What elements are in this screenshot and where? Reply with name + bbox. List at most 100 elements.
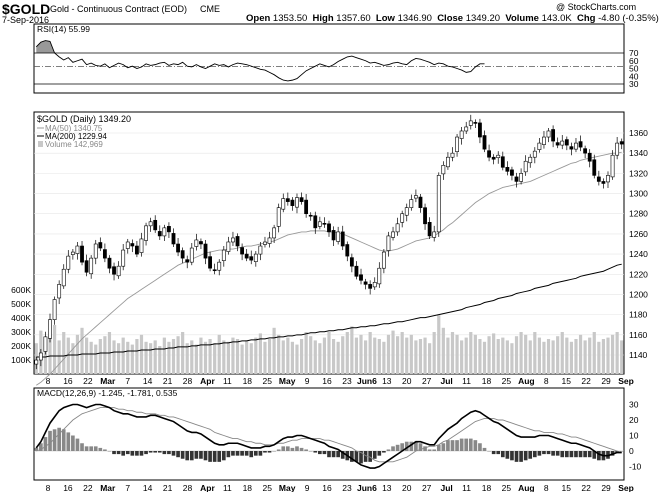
- macd-histogram-bar: [116, 451, 121, 455]
- low-value: 1346.90: [397, 13, 432, 24]
- volume-value: 143.0K: [541, 13, 572, 24]
- volume-bar: [277, 334, 281, 374]
- candle-body: [235, 236, 240, 247]
- candle-body: [157, 231, 162, 237]
- volume-bar: [181, 332, 185, 374]
- macd-histogram-bar: [272, 451, 276, 452]
- macd-histogram-bar: [372, 451, 377, 459]
- macd-histogram-bar: [226, 451, 231, 458]
- header-name: Gold - Continuous Contract (EOD): [50, 4, 188, 14]
- macd-histogram-bar: [43, 437, 48, 451]
- candle-body: [285, 198, 290, 202]
- candle-body: [70, 251, 75, 255]
- macd-histogram-bar: [432, 449, 437, 451]
- candle-body: [619, 141, 624, 145]
- volume-bar: [428, 343, 432, 374]
- x-tick-label-bottom: 16: [322, 483, 332, 492]
- macd-histogram-bar: [308, 451, 313, 452]
- candle-body: [98, 242, 103, 249]
- candle-body: [400, 213, 405, 223]
- price-tick-label: 1240: [629, 249, 648, 259]
- candle-body: [432, 231, 437, 238]
- candle-body: [349, 257, 354, 267]
- x-tick-label: 22: [581, 376, 591, 386]
- candle-body: [135, 245, 139, 255]
- macd-histogram-bar: [331, 451, 336, 458]
- macd-title: MACD(12,26,9) -1.245, -1.781, 0.535: [37, 388, 178, 398]
- macd-histogram-bar: [327, 451, 331, 458]
- candle-body: [89, 257, 94, 275]
- candle-body: [564, 139, 569, 146]
- x-tick-label-bottom: 15: [561, 483, 571, 492]
- candle-body: [144, 225, 148, 241]
- volume-bar: [304, 332, 308, 374]
- macd-histogram-bar: [350, 451, 354, 462]
- header-watermark: @ StockCharts.com: [556, 2, 637, 12]
- rsi-overbought-fill: [36, 40, 622, 53]
- macd-histogram-bar: [336, 451, 340, 458]
- macd-histogram-bar: [93, 446, 98, 451]
- candle-body: [253, 253, 258, 262]
- volume-bar: [117, 343, 121, 374]
- x-tick-label: Jun6: [357, 376, 377, 386]
- macd-histogram-bar: [441, 443, 446, 451]
- macd-histogram-bar: [176, 451, 180, 458]
- volume-bar: [71, 343, 75, 374]
- macd-histogram-bar: [574, 451, 578, 458]
- x-tick-label-bottom: 9: [305, 483, 310, 492]
- candle-body: [510, 169, 514, 176]
- macd-histogram-bar: [125, 451, 130, 455]
- candle-body: [148, 221, 153, 227]
- candle-body: [464, 126, 469, 132]
- macd-histogram-bar: [194, 451, 199, 459]
- candle-body: [121, 249, 126, 267]
- macd-histogram-bar: [391, 446, 395, 451]
- volume-bar: [528, 340, 532, 374]
- macd-panel: 30 20 10 0 -10 MACD(12,26,9) -1.245, -1.781, …: [33, 387, 642, 481]
- macd-histogram-bar: [551, 451, 555, 456]
- x-tick-label-bottom: Sep: [618, 483, 634, 492]
- x-tick-label: 28: [183, 376, 193, 386]
- volume-bar: [341, 336, 345, 374]
- volume-bar: [510, 343, 514, 374]
- x-tick-label-bottom: 14: [143, 483, 153, 492]
- macd-histogram-bar: [555, 451, 560, 456]
- volume-tick-label: 400K: [11, 313, 31, 323]
- candle-body: [340, 231, 345, 247]
- legend-swatch-volume: [38, 141, 43, 147]
- candle-body: [304, 199, 309, 215]
- volume-bar: [272, 327, 276, 374]
- volume-bar: [464, 337, 468, 374]
- macd-tick-label: 0: [629, 446, 634, 456]
- candle-body: [413, 195, 418, 199]
- rsi-title: RSI(14) 55.99: [37, 24, 90, 34]
- volume-bar: [377, 339, 381, 374]
- volume-bar: [185, 343, 189, 374]
- candle-body: [372, 282, 377, 288]
- macd-histogram-bar: [496, 451, 501, 455]
- macd-histogram-bar: [491, 451, 496, 455]
- macd-histogram-bar: [404, 441, 409, 451]
- volume-bar: [409, 334, 413, 374]
- macd-histogram-bar: [189, 451, 194, 461]
- volume-bar: [455, 334, 459, 374]
- macd-tick-label: 20: [629, 415, 639, 425]
- volume-bar: [48, 334, 52, 374]
- macd-histogram-bar: [478, 443, 482, 451]
- volume-bar: [80, 327, 84, 374]
- macd-histogram-bar: [409, 441, 414, 451]
- macd-histogram-bar: [459, 438, 464, 451]
- x-tick-label: May: [279, 376, 296, 386]
- macd-histogram-bar: [368, 451, 372, 462]
- price-tick-label: 1300: [629, 189, 648, 199]
- close-label: Close: [437, 13, 464, 24]
- x-tick-label-bottom: Jul: [440, 483, 452, 492]
- macd-histogram-bar: [212, 451, 217, 462]
- rsi-tick-label: 30: [629, 79, 639, 89]
- macd-signal-line: [36, 407, 622, 463]
- volume-bar: [130, 344, 134, 374]
- volume-bar: [492, 333, 496, 374]
- volume-bar: [235, 339, 240, 374]
- x-tick-label: 25: [502, 376, 512, 386]
